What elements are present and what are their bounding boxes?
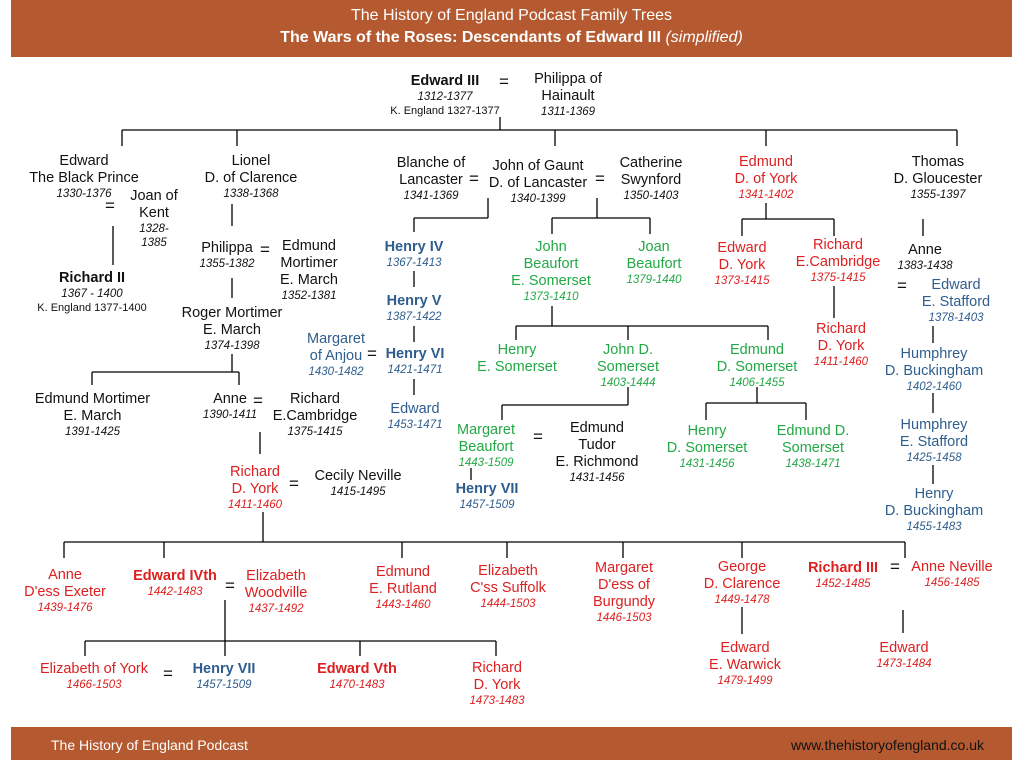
person-joan-beaufort: Joan Beaufort 1379-1440 <box>626 239 682 286</box>
person-dates: 1312-1377 <box>417 91 473 103</box>
reign-note: K. England 1327-1377 <box>390 105 500 117</box>
person-joan-of-kent: Joan of Kent 1328- 1385 <box>130 188 178 249</box>
marriage-sign: = <box>890 557 900 576</box>
person-richard-ii: Richard II 1367 - 1400 K. England 1377-1… <box>37 270 147 314</box>
person-richard-iii: Richard III 1452-1485 <box>807 560 879 590</box>
person-edmund-mortimer-1352: Edmund Mortimer E. March 1352-1381 <box>279 238 338 302</box>
marriage-sign: = <box>499 72 509 91</box>
person-anne-neville: Anne Neville 1456-1485 <box>911 559 993 589</box>
person-lionel: Lionel D. of Clarence 1338-1368 <box>204 153 298 200</box>
person-margaret-beaufort: Margaret Beaufort 1443-1509 <box>456 422 516 469</box>
person-humphrey-stafford: Humphrey E. Stafford 1425-1458 <box>899 417 969 464</box>
person-anne-of-exeter: Anne D'ess Exeter 1439-1476 <box>24 567 106 614</box>
person-elizabeth-woodville: Elizabeth Woodville 1437-1492 <box>244 568 308 615</box>
marriage-sign: = <box>595 169 605 188</box>
title-banner: The History of England Podcast Family Tr… <box>11 0 1012 57</box>
person-edward-warwick: Edward E. Warwick 1479-1499 <box>709 640 781 687</box>
person-elizabeth-of-york: Elizabeth of York 1466-1503 <box>39 661 149 691</box>
marriage-sign: = <box>260 240 270 259</box>
person-richard-earl-of-cambridge: Richard E.Cambridge 1375-1415 <box>795 237 881 284</box>
marriage-sign: = <box>253 391 263 410</box>
person-henry-v: Henry V 1387-1422 <box>386 293 442 323</box>
footer-banner: The History of England Podcast www.thehi… <box>11 727 1012 760</box>
person-edmund-of-langley: Edmund D. of York 1341-1402 <box>734 154 798 201</box>
person-margaret-of-anjou: Margaret of Anjou 1430-1482 <box>306 331 366 378</box>
person-henry-earl-of-somerset: Henry E. Somerset <box>477 342 557 375</box>
tree-title: The Wars of the Roses: Descendants of Ed… <box>280 29 743 46</box>
marriage-sign: = <box>533 427 543 446</box>
marriage-sign: = <box>225 576 235 595</box>
person-henry-vii-consort: Henry VII 1457-1509 <box>192 661 256 691</box>
marriage-sign: = <box>367 344 377 363</box>
person-edward-iii: Edward III 1312-1377 K. England 1327-137… <box>375 73 515 118</box>
person-john-duke-of-somerset: John D. Somerset 1403-1444 <box>596 342 660 389</box>
person-anne-of-gloucester: Anne 1383-1438 <box>897 242 953 272</box>
person-john-of-gaunt: John of Gaunt D. of Lancaster 1340-1399 <box>488 158 588 205</box>
person-cecily-neville: Cecily Neville 1415-1495 <box>314 468 402 498</box>
person-henry-buckingham: Henry D. Buckingham 1455-1483 <box>884 486 984 533</box>
person-henry-vi: Henry VI 1421-1471 <box>385 346 445 376</box>
website-url[interactable]: www.thehistoryofengland.co.uk <box>791 737 984 753</box>
person-edward-duke-of-york: Edward D. York 1373-1415 <box>714 240 770 287</box>
person-edward-of-westminster: Edward 1453-1471 <box>387 401 443 431</box>
person-philippa-of-hainault: Philippa of Hainault 1311-1369 <box>534 71 602 118</box>
person-richard-duke-of-york-2: Richard D. York 1411-1460 <box>813 321 869 368</box>
person-thomas-of-woodstock: Thomas D. Gloucester 1355-1397 <box>893 154 983 201</box>
person-edmund-mortimer-1391: Edmund Mortimer E. March 1391-1425 <box>34 391 151 438</box>
person-richard-of-shrewsbury: Richard D. York 1473-1483 <box>469 660 525 707</box>
person-edward-black-prince: Edward The Black Prince 1330-1376 <box>29 153 139 200</box>
person-roger-mortimer: Roger Mortimer E. March 1374-1398 <box>181 305 283 352</box>
person-edmund-rutland: Edmund E. Rutland 1443-1460 <box>369 564 437 611</box>
marriage-sign: = <box>469 169 479 188</box>
person-philippa: Philippa 1355-1382 <box>199 240 255 270</box>
person-edward-v: Edward Vth 1470-1483 <box>317 661 397 691</box>
series-title: The History of England Podcast Family Tr… <box>350 7 673 24</box>
person-name: Edward III <box>410 73 480 89</box>
person-catherine-swynford: Catherine Swynford 1350-1403 <box>619 155 683 202</box>
person-elizabeth-suffolk: Elizabeth C'ss Suffolk 1444-1503 <box>470 563 546 610</box>
person-john-beaufort: John Beaufort E. Somerset 1373-1410 <box>511 239 591 303</box>
person-edmund-tudor: Edmund Tudor E. Richmond 1431-1456 <box>555 420 639 484</box>
person-richard-cambridge: Richard E.Cambridge 1375-1415 <box>272 391 358 438</box>
person-blanche-of-lancaster: Blanche of Lancaster 1341-1369 <box>396 155 466 202</box>
person-edmund-duke-of-somerset: Edmund D. Somerset 1406-1455 <box>716 342 798 389</box>
podcast-name: The History of England Podcast <box>51 737 248 753</box>
person-margaret-of-burgundy: Margaret D'ess of Burgundy 1446-1503 <box>592 560 656 624</box>
marriage-sign: = <box>105 196 115 215</box>
person-henry-iv: Henry IV 1367-1413 <box>384 239 444 269</box>
person-edward-of-middleham: Edward 1473-1484 <box>876 640 932 670</box>
person-humphrey-buckingham: Humphrey D. Buckingham 1402-1460 <box>884 346 984 393</box>
person-george-clarence: George D. Clarence 1449-1478 <box>703 559 781 606</box>
person-richard-duke-of-york: Richard D. York 1411-1460 <box>227 464 283 511</box>
marriage-sign: = <box>897 276 907 295</box>
person-henry-duke-of-somerset: Henry D. Somerset 1431-1456 <box>666 423 748 470</box>
marriage-sign: = <box>289 474 299 493</box>
person-anne-mortimer: Anne 1390-1411 <box>202 391 258 421</box>
person-henry-vii: Henry VII 1457-1509 <box>455 481 519 511</box>
person-edmund-duke-of-somerset-1438: Edmund D. Somerset 1438-1471 <box>776 423 850 470</box>
marriage-sign: = <box>163 664 173 683</box>
person-edward-iv: Edward IVth 1442-1483 <box>133 568 217 598</box>
person-edward-stafford: Edward E. Stafford 1378-1403 <box>921 277 991 324</box>
